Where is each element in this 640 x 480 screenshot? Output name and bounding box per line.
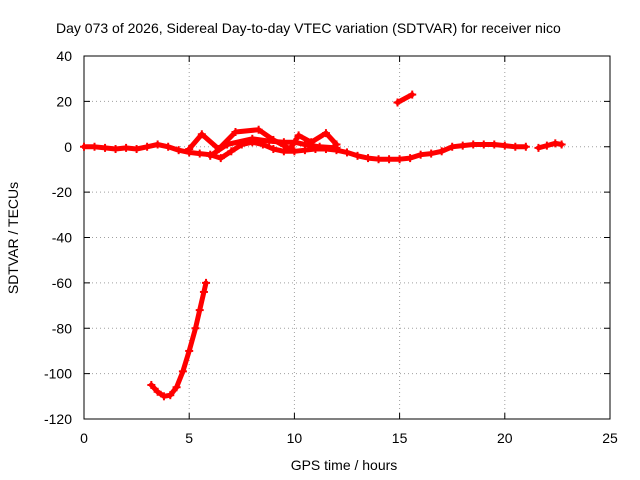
plot-frame [83,55,611,420]
x-tick-label: 15 [392,430,408,446]
data-point [315,142,324,151]
data-point [500,141,509,150]
data-point [290,147,299,156]
data-point [132,145,141,154]
data-point [437,147,446,156]
series-band-trace [206,134,341,160]
data-point [227,147,236,156]
data-point [374,155,383,164]
data-point [448,142,457,151]
data-point [469,140,478,149]
data-point [542,141,551,150]
data-point [174,146,183,155]
data-point [195,306,204,315]
series-line [395,92,415,105]
x-tick-label: 5 [185,430,193,446]
data-point [195,149,204,158]
data-point [153,387,162,396]
y-tick-label: 40 [56,48,72,64]
grid-layer [84,56,610,419]
data-point [490,140,499,149]
data-point [479,140,488,149]
data-point [353,151,362,160]
data-point [206,151,215,160]
data-point [147,380,156,389]
data-point [143,142,152,151]
data-point [343,148,351,157]
data-point [286,145,295,154]
data-point [231,128,240,137]
data-point [191,324,200,333]
data-point [178,367,187,376]
data-point [364,154,373,163]
series-layer [80,90,566,401]
data-point [164,142,173,151]
data-point [153,140,162,149]
data-point [202,278,211,287]
y-tick-label: 20 [56,93,72,109]
data-point [300,140,309,149]
data-point [216,154,225,163]
data-point [90,142,99,151]
data-point [321,129,330,138]
data-point [279,138,288,147]
data-point [185,346,194,355]
data-point [416,150,425,159]
y-axis-label: SDTVAR / TECUs [5,182,21,294]
data-point [111,145,120,154]
data-point [172,383,181,392]
data-point [269,145,278,154]
data-point [101,143,110,152]
x-tick-labels: 0 5 10 15 20 25 [80,430,618,446]
data-point [159,392,168,401]
series-line [148,280,209,399]
data-point [290,138,299,147]
data-point [511,142,520,151]
data-point [199,287,208,296]
data-point [534,143,543,152]
data-point [248,134,257,143]
y-tick-label: -120 [44,411,72,427]
data-point [458,141,467,150]
series-late-segment [534,139,566,152]
data-point [406,154,415,163]
y-tick-label: -100 [44,366,72,382]
data-point [223,140,232,149]
x-tick-label: 25 [602,430,618,446]
x-tick-label: 20 [497,430,513,446]
y-tick-label: -60 [52,275,72,291]
data-point [385,155,394,164]
series-upper-segment [393,90,417,107]
x-tick-label: 10 [287,430,303,446]
y-tick-labels: 40 20 0 -20 -40 -60 -80 -100 -120 [44,48,72,427]
data-point [395,155,404,164]
data-point [332,143,341,152]
data-point [551,139,560,148]
data-point [254,125,263,134]
data-point [427,149,436,158]
y-tick-label: -40 [52,230,72,246]
data-point [279,147,288,156]
chart-title: Day 073 of 2026, Sidereal Day-to-day VTE… [56,20,561,36]
y-tick-label: -20 [52,184,72,200]
tick-layer [83,55,611,420]
data-point [294,131,303,140]
x-axis-label: GPS time / hours [291,457,398,473]
data-point [265,137,274,146]
data-point [393,98,402,107]
y-tick-label: 0 [64,139,72,155]
series-main-trace [80,138,530,164]
series-dip-trace [147,278,211,401]
data-point [557,140,566,149]
data-point [166,391,175,400]
x-tick-label: 0 [80,430,88,446]
data-point [185,145,194,154]
data-point [521,142,530,151]
data-point [80,142,88,151]
y-tick-label: -80 [52,320,72,336]
data-point [122,143,131,152]
data-point [197,130,206,139]
data-point [408,90,417,99]
